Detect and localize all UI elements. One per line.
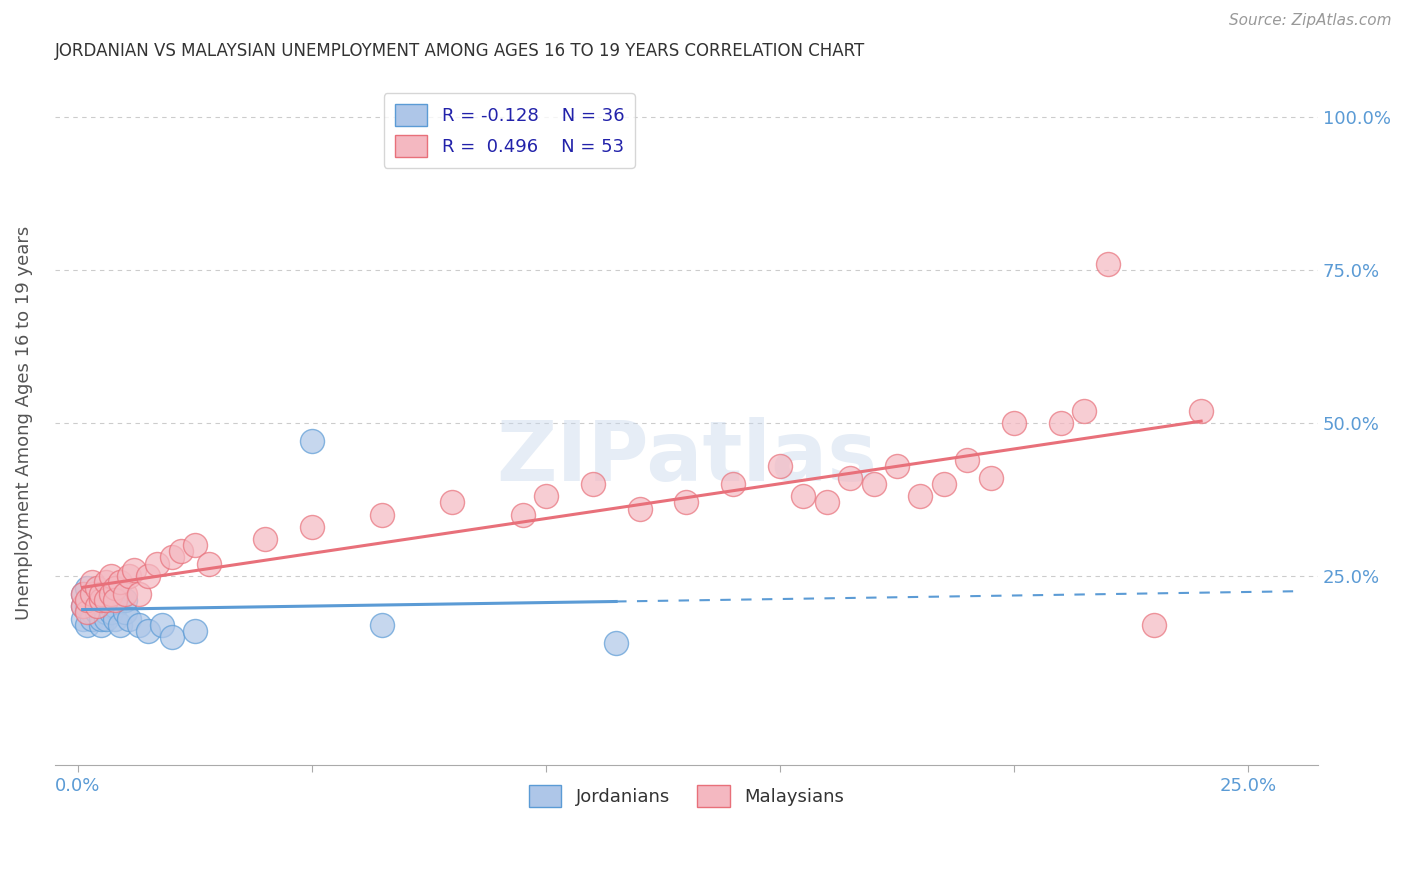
Point: [72, 587, 94, 601]
Point: [1073, 403, 1095, 417]
Point: [1189, 403, 1212, 417]
Point: [582, 477, 605, 491]
Point: [80, 587, 103, 601]
Point: [114, 593, 136, 607]
Point: [160, 550, 183, 565]
Point: [1143, 617, 1166, 632]
Point: [76, 593, 98, 607]
Text: Source: ZipAtlas.com: Source: ZipAtlas.com: [1229, 13, 1392, 29]
Point: [769, 458, 792, 473]
Point: [86, 599, 108, 614]
Point: [815, 495, 838, 509]
Point: [1002, 416, 1025, 430]
Point: [118, 611, 141, 625]
Point: [605, 636, 627, 650]
Point: [108, 574, 131, 589]
Point: [72, 611, 94, 625]
Point: [100, 599, 122, 614]
Point: [160, 630, 183, 644]
Point: [72, 587, 94, 601]
Point: [675, 495, 697, 509]
Point: [90, 593, 112, 607]
Point: [886, 458, 908, 473]
Point: [76, 606, 98, 620]
Point: [100, 587, 122, 601]
Point: [512, 508, 534, 522]
Point: [146, 557, 169, 571]
Point: [534, 489, 557, 503]
Point: [170, 544, 193, 558]
Point: [90, 617, 112, 632]
Point: [76, 581, 98, 595]
Point: [956, 452, 979, 467]
Point: [114, 606, 136, 620]
Point: [184, 624, 207, 638]
Text: ZIPatlas: ZIPatlas: [496, 417, 877, 498]
Point: [862, 477, 884, 491]
Point: [86, 599, 108, 614]
Point: [94, 611, 117, 625]
Point: [839, 471, 862, 485]
Point: [90, 587, 112, 601]
Point: [104, 611, 127, 625]
Point: [108, 617, 131, 632]
Point: [76, 599, 98, 614]
Point: [90, 611, 112, 625]
Point: [128, 617, 150, 632]
Point: [136, 624, 159, 638]
Point: [150, 617, 173, 632]
Point: [184, 538, 207, 552]
Point: [94, 593, 117, 607]
Point: [94, 574, 117, 589]
Point: [104, 593, 127, 607]
Point: [128, 587, 150, 601]
Point: [254, 532, 277, 546]
Point: [86, 593, 108, 607]
Point: [301, 520, 323, 534]
Point: [301, 434, 323, 449]
Point: [441, 495, 464, 509]
Text: JORDANIAN VS MALAYSIAN UNEMPLOYMENT AMONG AGES 16 TO 19 YEARS CORRELATION CHART: JORDANIAN VS MALAYSIAN UNEMPLOYMENT AMON…: [55, 42, 865, 60]
Point: [100, 568, 122, 582]
Point: [198, 557, 221, 571]
Point: [80, 593, 103, 607]
Point: [80, 611, 103, 625]
Legend: Jordanians, Malaysians: Jordanians, Malaysians: [522, 778, 851, 814]
Point: [94, 606, 117, 620]
Y-axis label: Unemployment Among Ages 16 to 19 years: Unemployment Among Ages 16 to 19 years: [15, 226, 32, 620]
Point: [76, 617, 98, 632]
Point: [628, 501, 651, 516]
Point: [80, 574, 103, 589]
Point: [910, 489, 932, 503]
Point: [122, 563, 145, 577]
Point: [80, 587, 103, 601]
Point: [118, 568, 141, 582]
Point: [104, 599, 127, 614]
Point: [72, 599, 94, 614]
Point: [136, 568, 159, 582]
Point: [104, 581, 127, 595]
Point: [86, 581, 108, 595]
Point: [932, 477, 955, 491]
Point: [86, 606, 108, 620]
Point: [114, 587, 136, 601]
Point: [792, 489, 814, 503]
Point: [72, 599, 94, 614]
Point: [100, 606, 122, 620]
Point: [980, 471, 1002, 485]
Point: [371, 508, 394, 522]
Point: [80, 606, 103, 620]
Point: [1049, 416, 1071, 430]
Point: [94, 593, 117, 607]
Point: [90, 599, 112, 614]
Point: [721, 477, 744, 491]
Point: [90, 587, 112, 601]
Point: [371, 617, 394, 632]
Point: [1097, 257, 1119, 271]
